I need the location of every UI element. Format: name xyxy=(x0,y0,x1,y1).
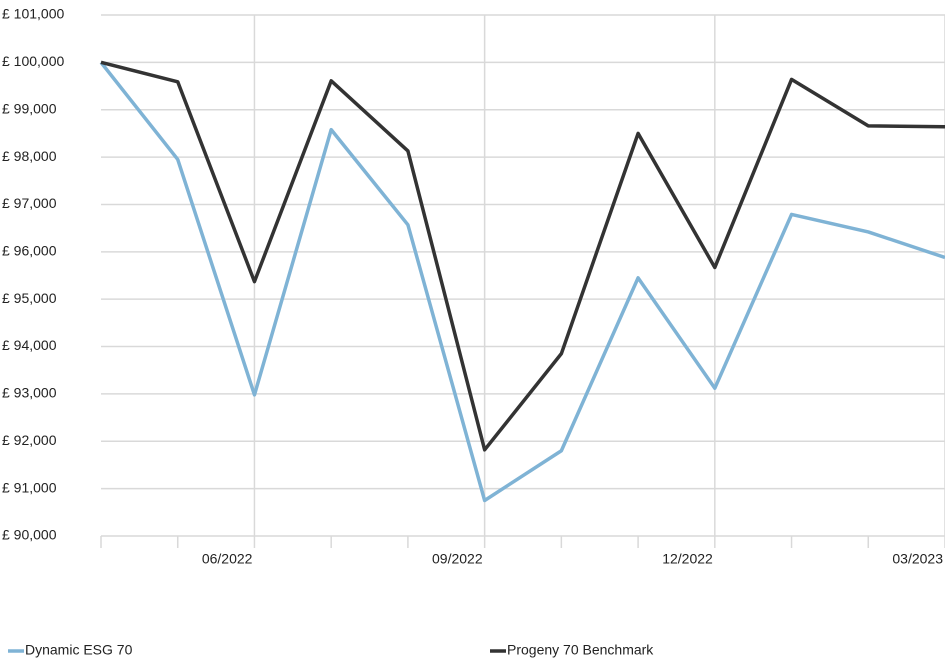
y-tick-label: £ 91,000 xyxy=(2,479,57,495)
series-line xyxy=(100,60,945,452)
y-tick-label: £ 99,000 xyxy=(2,100,57,116)
y-tick-label: £ 96,000 xyxy=(2,243,57,259)
y-tick-label: £ 93,000 xyxy=(2,385,57,401)
y-tick-label: £ 101,000 xyxy=(2,6,64,22)
x-tick-label: 12/2022 xyxy=(662,551,713,567)
y-tick-label: £ 97,000 xyxy=(2,195,57,211)
series-line xyxy=(99,61,945,503)
y-tick-label: £ 92,000 xyxy=(2,432,57,448)
x-tick-label: 09/2022 xyxy=(432,551,483,567)
y-tick-label: £ 95,000 xyxy=(2,290,57,306)
x-tick-label: 06/2022 xyxy=(202,551,253,567)
x-tick-label: 03/2023 xyxy=(892,551,943,567)
y-tick-label: £ 90,000 xyxy=(2,527,57,543)
legend-label: Dynamic ESG 70 xyxy=(25,642,133,658)
y-tick-label: £ 98,000 xyxy=(2,148,57,164)
y-tick-label: £ 94,000 xyxy=(2,337,57,353)
y-tick-label: £ 100,000 xyxy=(2,53,64,69)
legend-label: Progeny 70 Benchmark xyxy=(507,642,654,658)
